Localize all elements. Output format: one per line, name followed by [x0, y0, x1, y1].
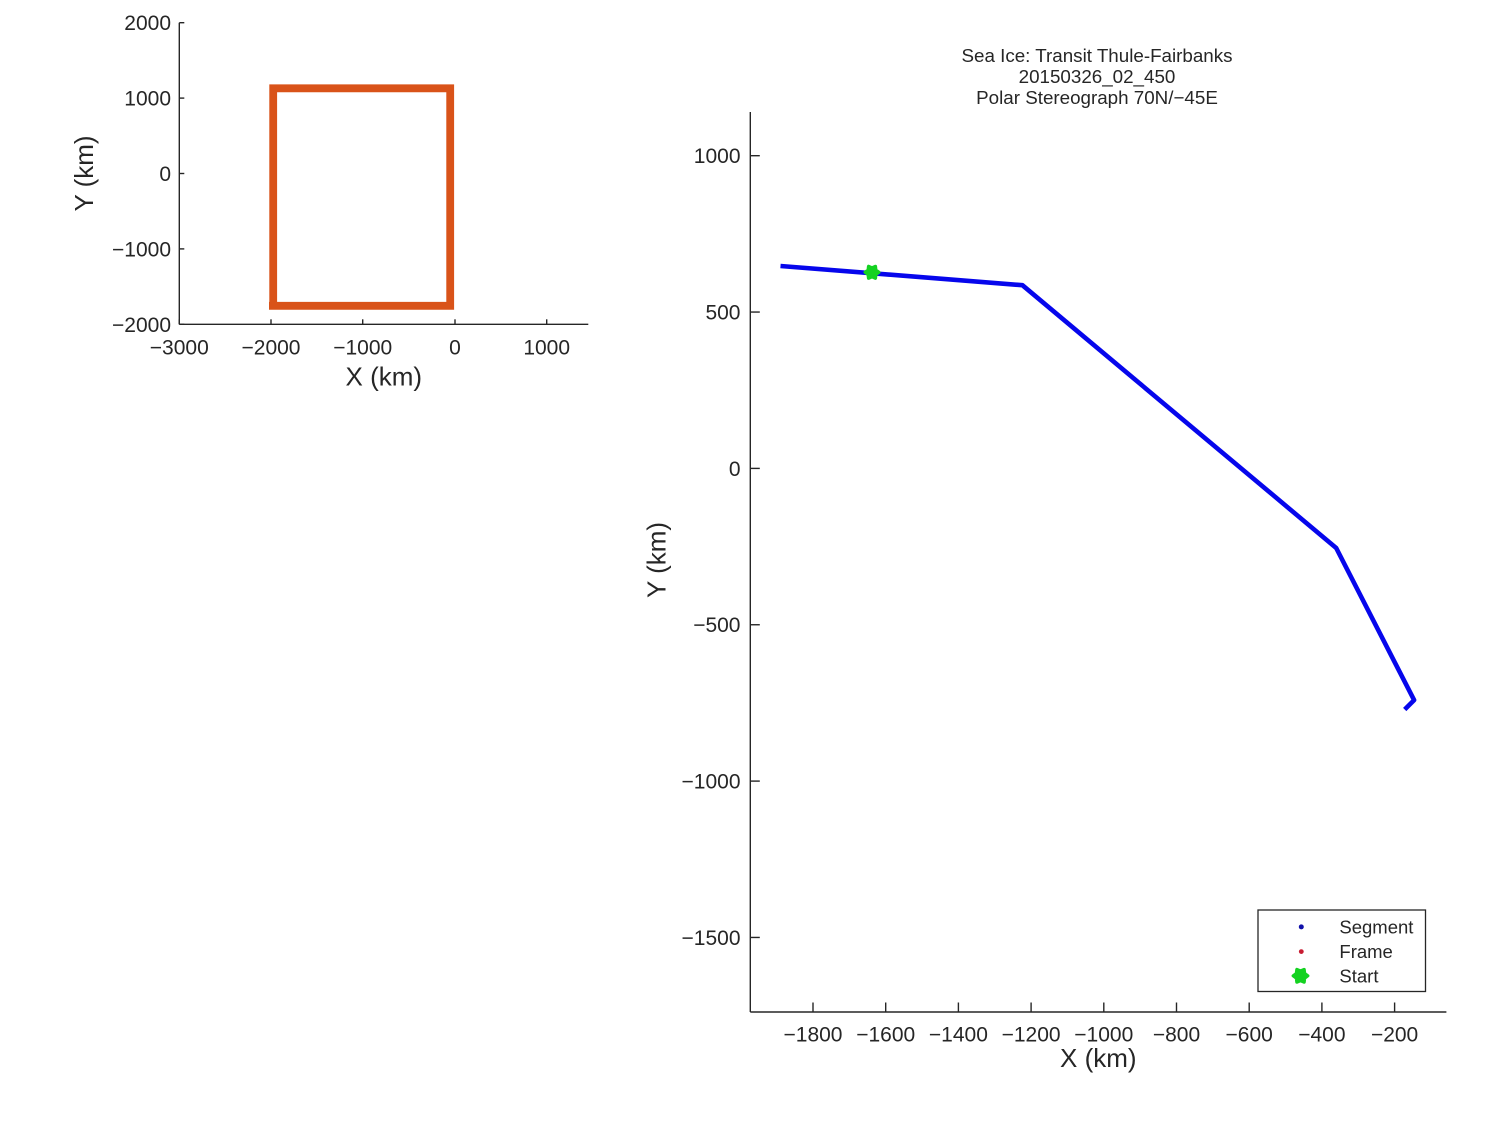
- svg-text:Polar Stereograph 70N/−45E: Polar Stereograph 70N/−45E: [976, 87, 1218, 108]
- svg-text:1000: 1000: [694, 145, 741, 168]
- svg-text:−1000: −1000: [112, 238, 171, 261]
- svg-text:1000: 1000: [124, 88, 171, 111]
- svg-text:Sea Ice: Transit Thule-Fairban: Sea Ice: Transit Thule-Fairbanks: [961, 45, 1232, 66]
- svg-text:0: 0: [159, 163, 171, 186]
- svg-text:Start: Start: [1339, 965, 1378, 986]
- svg-text:−200: −200: [1371, 1024, 1418, 1047]
- svg-text:0: 0: [449, 337, 461, 360]
- svg-text:−1000: −1000: [682, 771, 741, 794]
- svg-text:−2000: −2000: [112, 314, 171, 337]
- svg-text:−1000: −1000: [333, 337, 392, 360]
- svg-text:−1000: −1000: [1074, 1024, 1133, 1047]
- svg-text:X (km): X (km): [1060, 1043, 1137, 1073]
- svg-text:−3000: −3000: [150, 337, 209, 360]
- svg-text:Frame: Frame: [1339, 941, 1392, 962]
- svg-text:−1800: −1800: [784, 1024, 843, 1047]
- svg-text:Y (km): Y (km): [642, 522, 672, 598]
- svg-text:Y (km): Y (km): [69, 135, 99, 211]
- svg-text:X (km): X (km): [346, 362, 423, 392]
- svg-text:−1400: −1400: [929, 1024, 988, 1047]
- svg-text:−1600: −1600: [856, 1024, 915, 1047]
- svg-text:−500: −500: [693, 614, 740, 637]
- svg-text:1000: 1000: [523, 337, 570, 360]
- svg-text:−800: −800: [1153, 1024, 1200, 1047]
- svg-text:0: 0: [729, 458, 741, 481]
- svg-text:Segment: Segment: [1339, 916, 1413, 937]
- svg-text:20150326_02_450: 20150326_02_450: [1019, 66, 1176, 88]
- svg-text:−1500: −1500: [682, 927, 741, 950]
- svg-text:−1200: −1200: [1002, 1024, 1061, 1047]
- svg-text:2000: 2000: [124, 12, 171, 35]
- svg-text:−2000: −2000: [242, 337, 301, 360]
- svg-text:500: 500: [705, 302, 740, 325]
- svg-text:−600: −600: [1226, 1024, 1273, 1047]
- svg-text:−400: −400: [1298, 1024, 1345, 1047]
